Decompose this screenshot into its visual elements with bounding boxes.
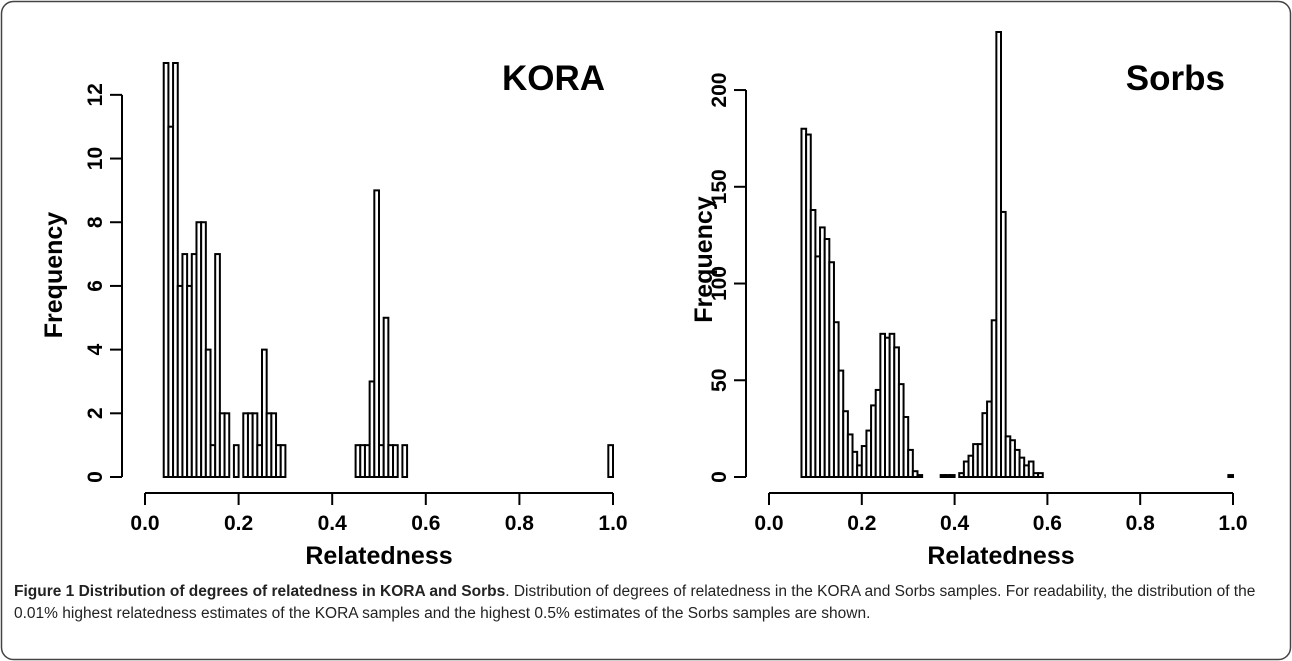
- bar: [204, 348, 212, 478]
- x-tick-label: 0.8: [1126, 512, 1156, 535]
- chart-title: KORA: [502, 59, 605, 98]
- y-tick-label: 2: [84, 407, 107, 419]
- y-tick-label: 100: [708, 266, 731, 301]
- caption-text: . Distribution of degrees of relatedness…: [14, 583, 1256, 622]
- x-tick-label: 0.0: [754, 512, 783, 535]
- bar: [401, 444, 409, 478]
- bar: [907, 448, 914, 479]
- bar: [948, 474, 956, 478]
- caption: Figure 1 Distribution of degrees of rela…: [14, 581, 1276, 625]
- bar: [382, 316, 390, 478]
- bar: [392, 444, 399, 478]
- x-tick-label: 0.6: [1033, 512, 1062, 535]
- x-tick-label: 0.2: [224, 512, 253, 535]
- bar: [607, 444, 615, 478]
- x-tick-label: 1.0: [598, 512, 627, 535]
- y-tick-label: 8: [84, 216, 107, 228]
- bar: [902, 416, 910, 478]
- y-axis-label: Frequency: [690, 196, 718, 323]
- bar: [1037, 472, 1044, 478]
- y-tick-label: 12: [84, 83, 107, 106]
- y-tick-label: 10: [84, 147, 107, 170]
- chart-title: Sorbs: [1126, 59, 1225, 98]
- caption-title: Distribution of degrees of relatedness i…: [78, 583, 506, 600]
- y-tick-label: 200: [708, 73, 731, 108]
- x-tick-label: 0.4: [318, 512, 348, 535]
- bar: [172, 62, 179, 478]
- y-tick-label: 6: [84, 280, 107, 292]
- x-tick-label: 0.2: [847, 512, 876, 535]
- bar: [279, 444, 287, 478]
- x-tick-label: 0.0: [130, 512, 159, 535]
- caption-label: Figure 1: [14, 583, 75, 600]
- y-tick-label: 0: [84, 471, 107, 483]
- bar: [916, 474, 924, 478]
- bar: [1027, 460, 1035, 478]
- x-axis-label: Relatedness: [927, 542, 1074, 570]
- y-tick-label: 0: [708, 471, 731, 483]
- y-tick-label: 50: [708, 369, 731, 392]
- bar: [1227, 474, 1234, 478]
- y-tick-label: 150: [708, 169, 731, 204]
- bar: [373, 189, 381, 478]
- bar: [232, 444, 240, 478]
- bar: [214, 253, 221, 478]
- y-axis-label: Frequency: [40, 212, 68, 339]
- x-axis-label: Relatedness: [305, 542, 452, 570]
- x-tick-label: 0.6: [411, 512, 440, 535]
- y-tick-label: 4: [84, 343, 107, 355]
- bar: [1000, 210, 1007, 478]
- x-tick-label: 0.4: [940, 512, 970, 535]
- x-tick-label: 1.0: [1218, 512, 1247, 535]
- bar: [223, 412, 231, 478]
- x-tick-label: 0.8: [505, 512, 535, 535]
